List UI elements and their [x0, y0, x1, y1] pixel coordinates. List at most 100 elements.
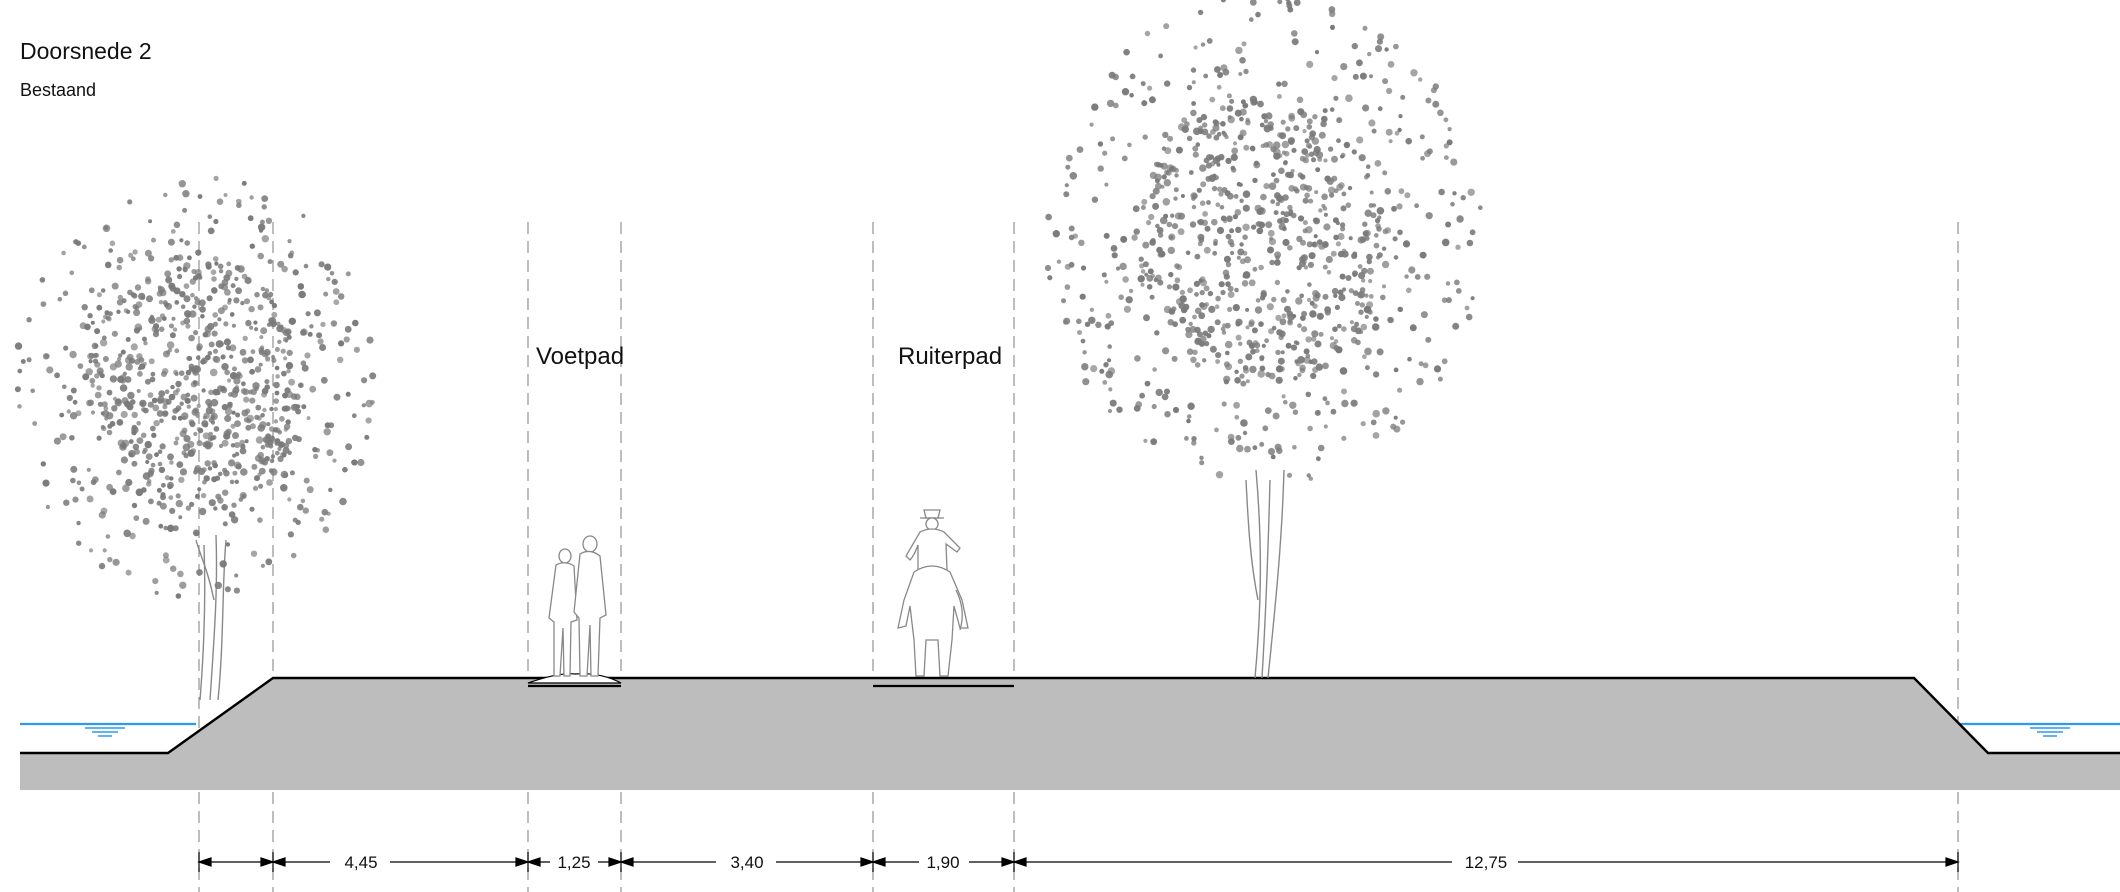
- foliage-dot: [169, 323, 174, 329]
- foliage-dot: [165, 276, 173, 284]
- foliage-dot: [176, 266, 182, 272]
- foliage-dot: [1322, 108, 1328, 114]
- foliage-dot: [108, 248, 113, 253]
- foliage-dot: [1371, 203, 1377, 208]
- foliage-dot: [90, 410, 96, 415]
- foliage-dot: [131, 502, 138, 509]
- foliage-dot: [1418, 361, 1424, 367]
- foliage-dot: [280, 348, 286, 354]
- foliage-dot: [1206, 200, 1211, 205]
- foliage-dot: [125, 363, 133, 371]
- foliage-dot: [1296, 96, 1304, 104]
- foliage-dot: [136, 437, 144, 444]
- drawing-title: Doorsnede 2: [20, 38, 152, 64]
- foliage-dot: [169, 460, 174, 465]
- foliage-dot: [1307, 425, 1313, 432]
- foliage-dot: [93, 352, 99, 358]
- foliage-dot: [328, 487, 333, 493]
- foliage-dot: [69, 270, 75, 276]
- foliage-dot: [206, 295, 213, 302]
- foliage-dot: [1267, 229, 1275, 237]
- foliage-dot: [249, 325, 254, 330]
- foliage-dot: [1159, 216, 1168, 225]
- foliage-dot: [66, 409, 72, 414]
- foliage-dot: [1044, 264, 1052, 272]
- foliage-dot: [1339, 273, 1346, 280]
- foliage-dot: [159, 418, 164, 424]
- foliage-dot: [1314, 340, 1322, 348]
- foliage-dot: [1149, 294, 1155, 300]
- dimension-value: 1,25: [557, 853, 590, 872]
- foliage-dot: [39, 277, 46, 283]
- foliage-dot: [1258, 321, 1264, 327]
- foliage-dot: [1352, 251, 1358, 257]
- foliage-dot: [1302, 129, 1307, 134]
- foliage-dot: [232, 432, 239, 439]
- foliage-dot: [1345, 275, 1352, 281]
- foliage-dot: [1154, 161, 1160, 167]
- foliage-dot: [174, 300, 180, 305]
- foliage-dot: [1381, 260, 1390, 269]
- foliage-dot: [230, 423, 236, 429]
- foliage-dot: [1244, 256, 1251, 264]
- foliage-dot: [232, 453, 237, 458]
- foliage-dot: [136, 389, 141, 393]
- foliage-dot: [226, 401, 233, 408]
- foliage-dot: [142, 336, 147, 342]
- foliage-dot: [141, 295, 146, 300]
- foliage-dot: [1285, 289, 1290, 294]
- foliage-dot: [1341, 435, 1347, 441]
- foliage-dot: [1316, 312, 1324, 320]
- foliage-dot: [76, 520, 81, 526]
- foliage-dot: [73, 239, 79, 245]
- foliage-dot: [1103, 232, 1110, 239]
- foliage-dot: [1111, 252, 1118, 259]
- foliage-dot: [194, 493, 200, 500]
- foliage-dot: [1437, 376, 1443, 382]
- foliage-dot: [106, 429, 113, 436]
- foliage-dot: [1322, 362, 1329, 370]
- foliage-dot: [168, 393, 176, 401]
- foliage-dot: [1296, 235, 1303, 243]
- foliage-dot: [134, 358, 141, 365]
- foliage-dot: [328, 422, 335, 429]
- foliage-dot: [88, 548, 94, 553]
- foliage-dot: [1445, 297, 1452, 304]
- foliage-dot: [148, 498, 154, 505]
- foliage-dot: [62, 290, 69, 297]
- foliage-dot: [1297, 323, 1302, 328]
- foliage-dot: [1364, 365, 1370, 371]
- foliage-dot: [1249, 0, 1257, 6]
- foliage-dot: [1175, 146, 1183, 154]
- foliage-dot: [183, 283, 190, 289]
- foliage-dot: [1341, 388, 1347, 395]
- foliage-dot: [1384, 47, 1389, 52]
- foliage-dot: [1239, 198, 1244, 203]
- foliage-dot: [1293, 0, 1301, 6]
- foliage-dot: [1437, 109, 1444, 117]
- foliage-dot: [1382, 78, 1389, 85]
- foliage-dot: [155, 316, 162, 323]
- foliage-dot: [54, 372, 60, 379]
- foliage-dot: [1061, 298, 1066, 304]
- foliage-dot: [1248, 279, 1256, 287]
- foliage-dot: [163, 192, 168, 198]
- foliage-dot: [1147, 85, 1153, 91]
- foliage-dot: [1215, 202, 1221, 207]
- foliage-dot: [163, 525, 168, 531]
- foliage-dot: [239, 348, 247, 356]
- foliage-dot: [300, 360, 307, 367]
- foliage-dot: [241, 273, 248, 280]
- foliage-dot: [1227, 291, 1235, 298]
- foliage-dot: [79, 486, 85, 492]
- foliage-dot: [235, 463, 242, 470]
- foliage-dot: [1219, 105, 1226, 112]
- foliage-dot: [1243, 144, 1250, 151]
- foliage-dot: [1158, 53, 1163, 59]
- foliage-dot: [1277, 357, 1285, 365]
- foliage-dot: [69, 435, 75, 441]
- foliage-dot: [1276, 81, 1282, 87]
- foliage-dot: [85, 368, 93, 376]
- foliage-dot: [1443, 117, 1449, 123]
- foliage-dot: [319, 516, 325, 522]
